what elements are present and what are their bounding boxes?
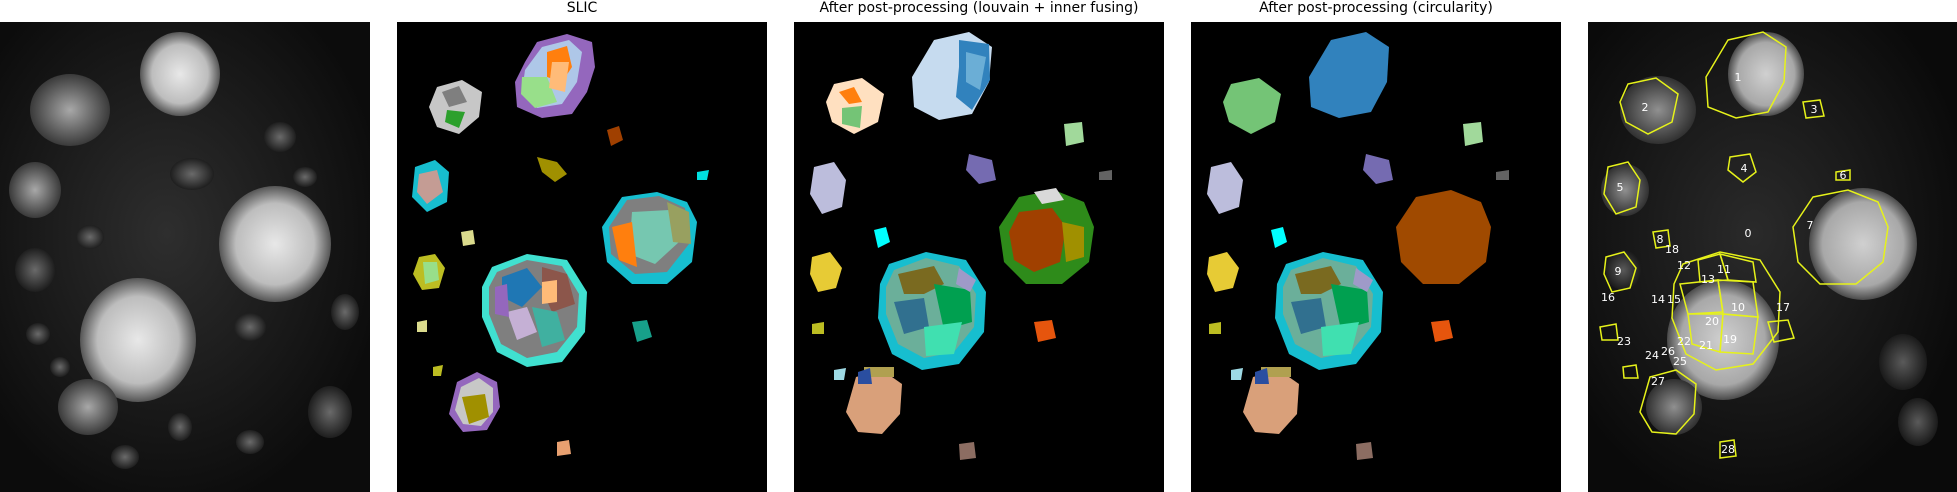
seg-label-23: 23	[1617, 335, 1631, 348]
seg-label-16: 16	[1601, 291, 1615, 304]
seg-label-20: 20	[1705, 315, 1719, 328]
panel-title-slic: SLIC	[397, 0, 767, 20]
raw-image	[0, 22, 370, 492]
seg-label-1: 1	[1735, 71, 1742, 84]
circularity-panel	[1191, 22, 1561, 492]
slic-panel	[397, 22, 767, 492]
seg-label-15: 15	[1667, 293, 1681, 306]
seg-label-5: 5	[1617, 181, 1624, 194]
seg-label-10: 10	[1731, 301, 1745, 314]
slic-segmentation	[397, 22, 767, 492]
seg-label-8: 8	[1657, 233, 1664, 246]
overlay-image: 0 1 2 3 4 5 6 7 8 9 10 11 12 13 14 15 16…	[1588, 22, 1957, 492]
louvain-panel	[794, 22, 1164, 492]
panel-title-louvain: After post-processing (louvain + inner f…	[794, 0, 1164, 20]
seg-label-13: 13	[1701, 273, 1715, 286]
overlay-panel: 0 1 2 3 4 5 6 7 8 9 10 11 12 13 14 15 16…	[1588, 22, 1957, 492]
seg-label-21: 21	[1699, 339, 1713, 352]
seg-label-19: 19	[1723, 333, 1737, 346]
seg-label-3: 3	[1811, 103, 1818, 116]
seg-label-24: 24	[1645, 349, 1659, 362]
seg-label-4: 4	[1741, 162, 1748, 175]
seg-label-2: 2	[1642, 101, 1649, 114]
seg-label-7: 7	[1807, 219, 1814, 232]
seg-label-6: 6	[1840, 169, 1847, 182]
seg-label-9: 9	[1615, 265, 1622, 278]
seg-label-12: 12	[1677, 259, 1691, 272]
seg-label-27: 27	[1651, 375, 1665, 388]
panel-title-overlay	[1588, 0, 1957, 20]
seg-label-25: 25	[1673, 355, 1687, 368]
seg-label-26: 26	[1661, 345, 1675, 358]
seg-label-17: 17	[1776, 301, 1790, 314]
seg-label-22: 22	[1677, 335, 1691, 348]
seg-label-11: 11	[1717, 263, 1731, 276]
seg-label-28: 28	[1721, 443, 1735, 456]
seg-label-14: 14	[1651, 293, 1665, 306]
louvain-segmentation	[794, 22, 1164, 492]
panel-title-raw	[0, 0, 370, 20]
seg-label-18: 18	[1665, 243, 1679, 256]
circularity-segmentation	[1191, 22, 1561, 492]
panel-title-circularity: After post-processing (circularity)	[1191, 0, 1561, 20]
raw-image-panel	[0, 22, 370, 492]
seg-label-0: 0	[1745, 227, 1752, 240]
